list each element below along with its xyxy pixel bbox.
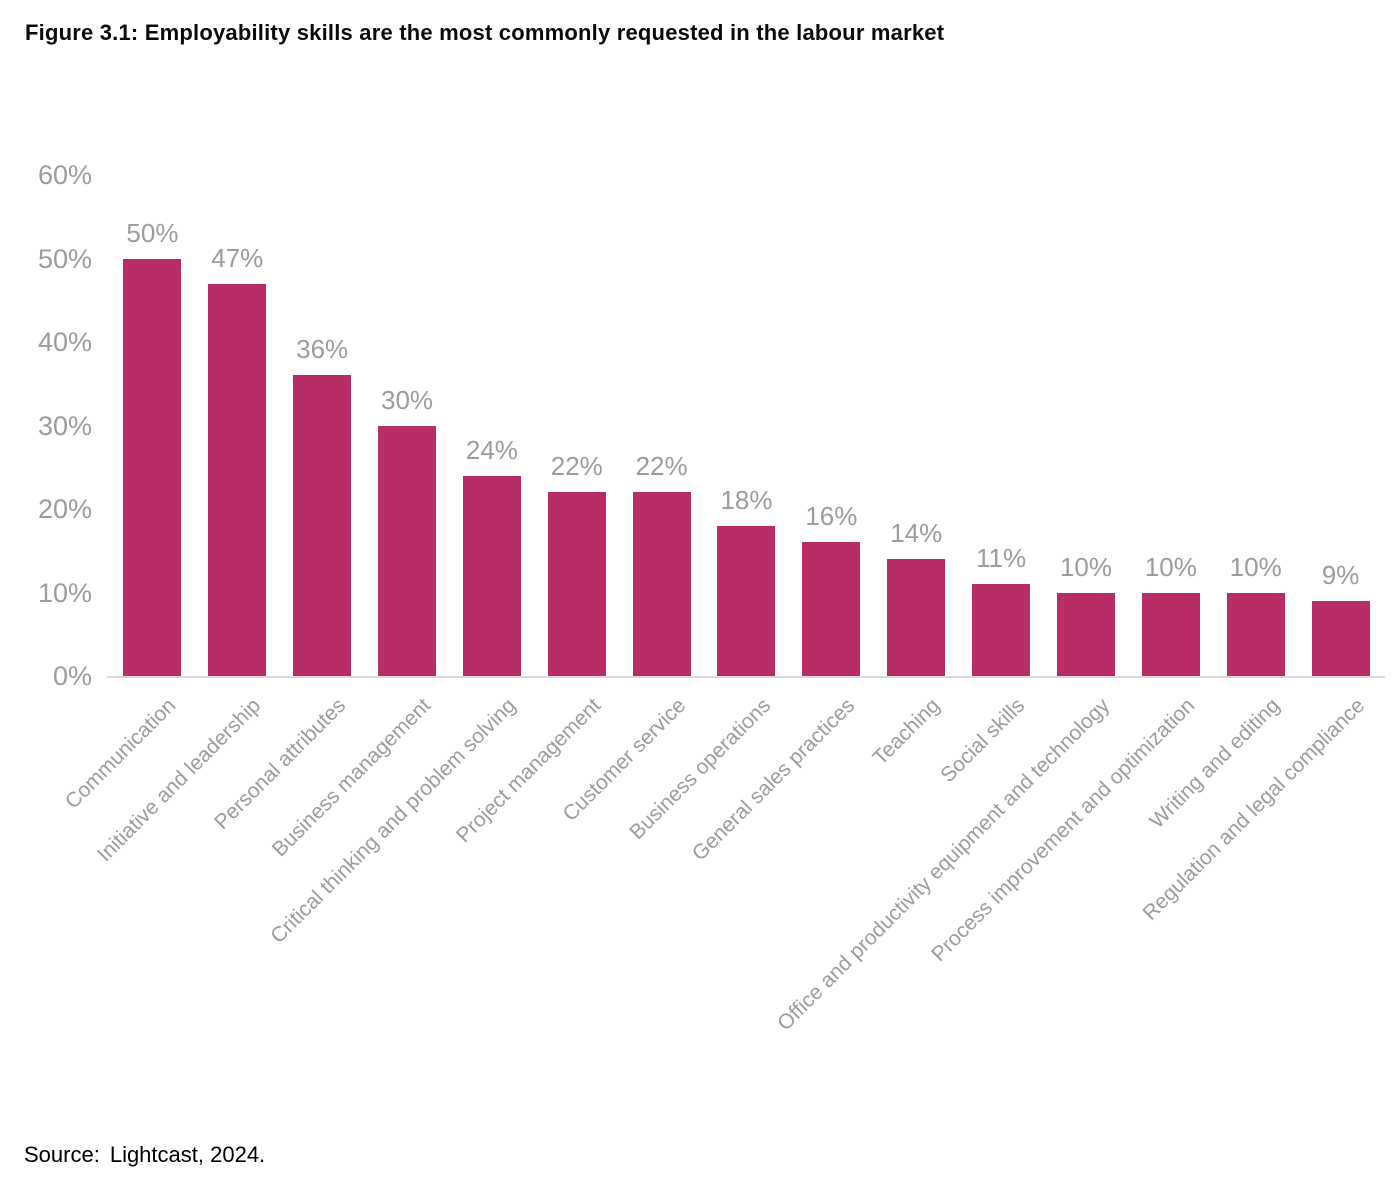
bar	[462, 475, 521, 676]
x-axis-labels: Communication Initiative and leadership Pe…	[61, 676, 1383, 1096]
bar-value-label: 22%	[635, 451, 688, 482]
x-tick-label: General sales practices	[688, 694, 860, 866]
bar	[378, 425, 437, 676]
bar-value-label: 10%	[1144, 551, 1197, 582]
y-tick-label: 40%	[37, 327, 92, 357]
bar-value-label: 36%	[296, 334, 349, 365]
bar-value-label: 30%	[381, 384, 434, 415]
figure-title: Figure 3.1: Employability skills are the…	[25, 20, 945, 45]
bar-value-label: 22%	[550, 451, 603, 482]
bar-group: 30%	[365, 175, 450, 676]
x-tick-label: Social skills	[936, 694, 1030, 788]
bar	[123, 258, 182, 676]
x-tick-label: Business management	[267, 694, 436, 862]
bar-group: 22%	[534, 175, 619, 676]
bar-group: 10%	[1044, 175, 1129, 676]
bar	[632, 492, 691, 676]
bar-value-label: 24%	[465, 434, 518, 465]
bar-value-label: 10%	[1059, 551, 1112, 582]
bar-value-label: 14%	[890, 518, 943, 549]
plot-area: 50% 47% 36% 30% 24% 22% 22% 18% 16% 14% 11% 10% 10% 1…	[107, 175, 1385, 678]
y-tick-label: 30%	[37, 410, 92, 441]
x-axis-line	[107, 676, 1385, 678]
bar-group: 47%	[195, 175, 280, 676]
bar-value-label: 11%	[976, 543, 1027, 574]
bar-value-label: 47%	[211, 242, 264, 273]
y-tick-label: 60%	[37, 160, 92, 190]
bar	[208, 283, 267, 676]
bar-group: 9%	[1298, 175, 1383, 676]
y-tick-label: 20%	[37, 494, 92, 524]
bar	[1311, 600, 1370, 676]
x-tick-label: Initiative and leadership	[93, 694, 266, 867]
bar-value-label: 10%	[1229, 551, 1282, 582]
bar-value-label: 18%	[720, 484, 773, 515]
source-text: Lightcast, 2024.	[109, 1142, 266, 1167]
bar-group: 11%	[959, 175, 1044, 676]
bar	[1056, 592, 1115, 676]
y-tick-label: 50%	[37, 243, 92, 274]
source-label: Source:	[24, 1142, 100, 1167]
bar	[802, 542, 861, 676]
bar-group: 10%	[1128, 175, 1213, 676]
bar	[547, 492, 606, 676]
bar	[717, 525, 776, 676]
bar	[1226, 592, 1285, 676]
bar-group: 36%	[280, 175, 365, 676]
y-tick-label: 10%	[37, 577, 92, 608]
x-tick-label: Teaching	[868, 694, 945, 770]
bar-group: 50%	[110, 175, 195, 676]
bar	[1141, 592, 1200, 676]
y-axis: 0% 10% 20% 30% 40% 50% 60%	[0, 160, 92, 691]
bar-value-label: 50%	[126, 217, 179, 248]
bar-group: 14%	[874, 175, 959, 676]
bar	[887, 559, 946, 676]
bar-group: 24%	[449, 175, 534, 676]
x-tick-label: Project management	[451, 694, 606, 848]
bar-group: 10%	[1213, 175, 1298, 676]
x-tick-label: Business operations	[624, 694, 775, 844]
bar	[293, 375, 352, 676]
bar-group: 22%	[619, 175, 704, 676]
bar-value-label: 16%	[805, 501, 858, 532]
source-note: Source: Lightcast, 2024.	[24, 1142, 265, 1168]
bar-group: 16%	[789, 175, 874, 676]
bar-group: 18%	[704, 175, 789, 676]
bar	[972, 584, 1031, 676]
y-tick-label: 0%	[52, 661, 92, 691]
bar-value-label: 9%	[1321, 559, 1360, 590]
